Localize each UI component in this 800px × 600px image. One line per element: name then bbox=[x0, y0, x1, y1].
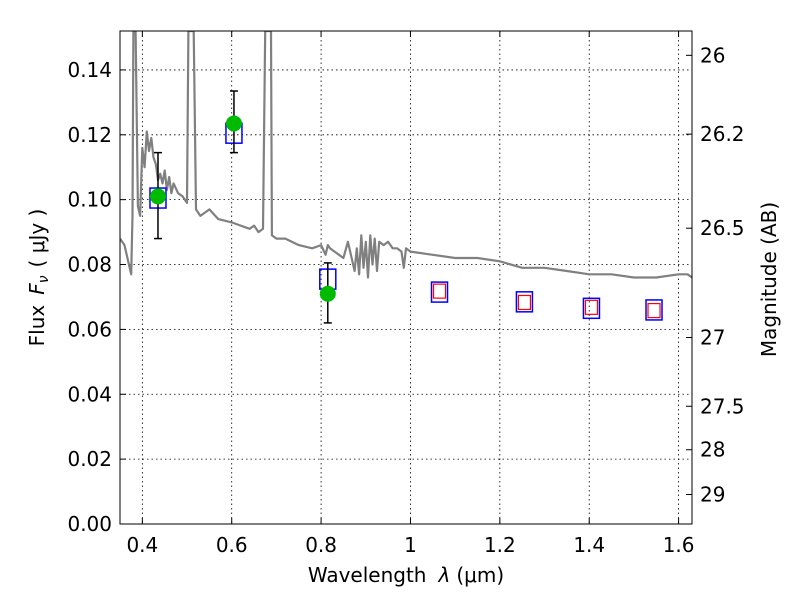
x-tick-label: 1.2 bbox=[484, 533, 516, 557]
model-point-square bbox=[430, 281, 449, 303]
x-tick-label: 0.4 bbox=[126, 533, 158, 557]
y2-tick-label: 27 bbox=[700, 326, 725, 350]
model-point-square bbox=[582, 297, 601, 320]
photometry-markers bbox=[149, 90, 663, 324]
x-axis-title: Wavelength λ (μm) bbox=[308, 563, 504, 587]
y-tick-label: 0.10 bbox=[67, 188, 112, 212]
spectrum-line bbox=[120, 31, 692, 279]
y2-tick-label: 26.5 bbox=[700, 216, 745, 240]
model-point-inner-square bbox=[517, 294, 532, 311]
x-tick-label: 1.4 bbox=[573, 533, 605, 557]
y-tick-label: 0.12 bbox=[67, 123, 112, 147]
x-tick-label: 0.8 bbox=[305, 533, 337, 557]
y2-tick-label: 28 bbox=[700, 438, 725, 462]
y2-tick-label: 26.2 bbox=[700, 122, 745, 146]
y-tick-label: 0.14 bbox=[67, 58, 112, 82]
y-tick-label: 0.04 bbox=[67, 382, 112, 406]
y2-tick-label: 29 bbox=[700, 482, 725, 506]
model-point-inner-square bbox=[647, 302, 661, 319]
observed-point bbox=[225, 115, 242, 132]
y-tick-label: 0.02 bbox=[67, 447, 112, 471]
model-spectrum bbox=[120, 31, 692, 279]
y2-axis-title: Magnitude (AB) bbox=[757, 202, 781, 357]
x-tick-label: 0.6 bbox=[216, 533, 248, 557]
grid bbox=[120, 31, 692, 524]
model-point-inner-square bbox=[432, 283, 447, 299]
observed-point bbox=[319, 285, 336, 302]
model-point-square bbox=[645, 299, 663, 321]
x-tick-label: 1.6 bbox=[663, 533, 695, 557]
plot-frame bbox=[119, 30, 693, 525]
y2-tick-label: 26 bbox=[700, 43, 725, 67]
y-tick-label: 0.08 bbox=[67, 253, 112, 277]
model-point-square bbox=[515, 291, 534, 313]
observed-point bbox=[149, 188, 166, 205]
y2-tick-label: 27.5 bbox=[700, 394, 745, 418]
y-tick-label: 0.00 bbox=[67, 512, 112, 536]
axis-ticks: 0.4 0.6 0.8 1 1.2 1.4 1.6 0.00 0.02 0.04 0.06 0.08 0… bbox=[67, 31, 745, 557]
y-tick-label: 0.06 bbox=[67, 317, 112, 341]
x-tick-label: 1 bbox=[404, 533, 417, 557]
y-axis-title: FluxFν( μJy ) bbox=[25, 209, 52, 347]
model-point-inner-square bbox=[584, 299, 599, 315]
